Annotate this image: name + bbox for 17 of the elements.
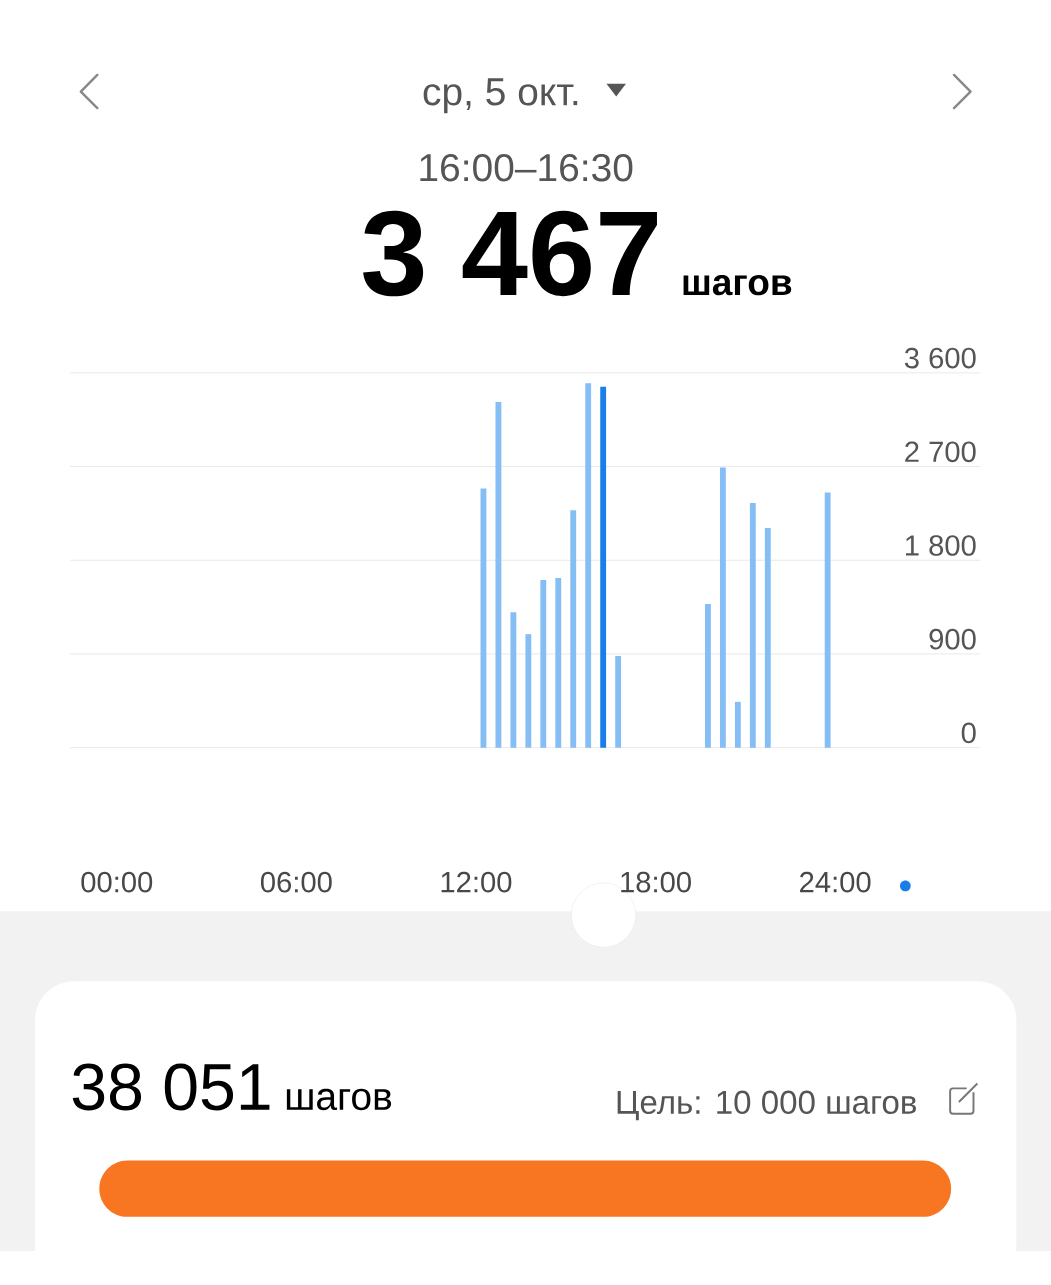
x-tick-label: 24:00 [799, 871, 871, 893]
y-tick-label: 3 600 [904, 347, 976, 369]
y-tick-label: 1 800 [905, 535, 976, 556]
y-tick-label: 900 [929, 628, 976, 650]
text: шагов [683, 275, 792, 296]
chart-title: ср, 5 окт. [423, 78, 578, 114]
x-tick-label: 06:00 [260, 871, 332, 893]
text: Цель: 10 000 шагов [617, 1090, 916, 1121]
y-tick-label: 0 [961, 722, 976, 744]
text: 3 467 [362, 210, 657, 297]
x-tick-label: 00:00 [81, 871, 152, 893]
text: 38 051 [72, 1063, 270, 1111]
text: шагов [286, 1088, 391, 1111]
x-tick-label: 12:00 [441, 871, 512, 893]
y-tick-label: 2 700 [905, 441, 976, 463]
x-tick-label: 18:00 [621, 871, 691, 893]
chart-subtitle: 16:00–16:30 [420, 153, 633, 182]
